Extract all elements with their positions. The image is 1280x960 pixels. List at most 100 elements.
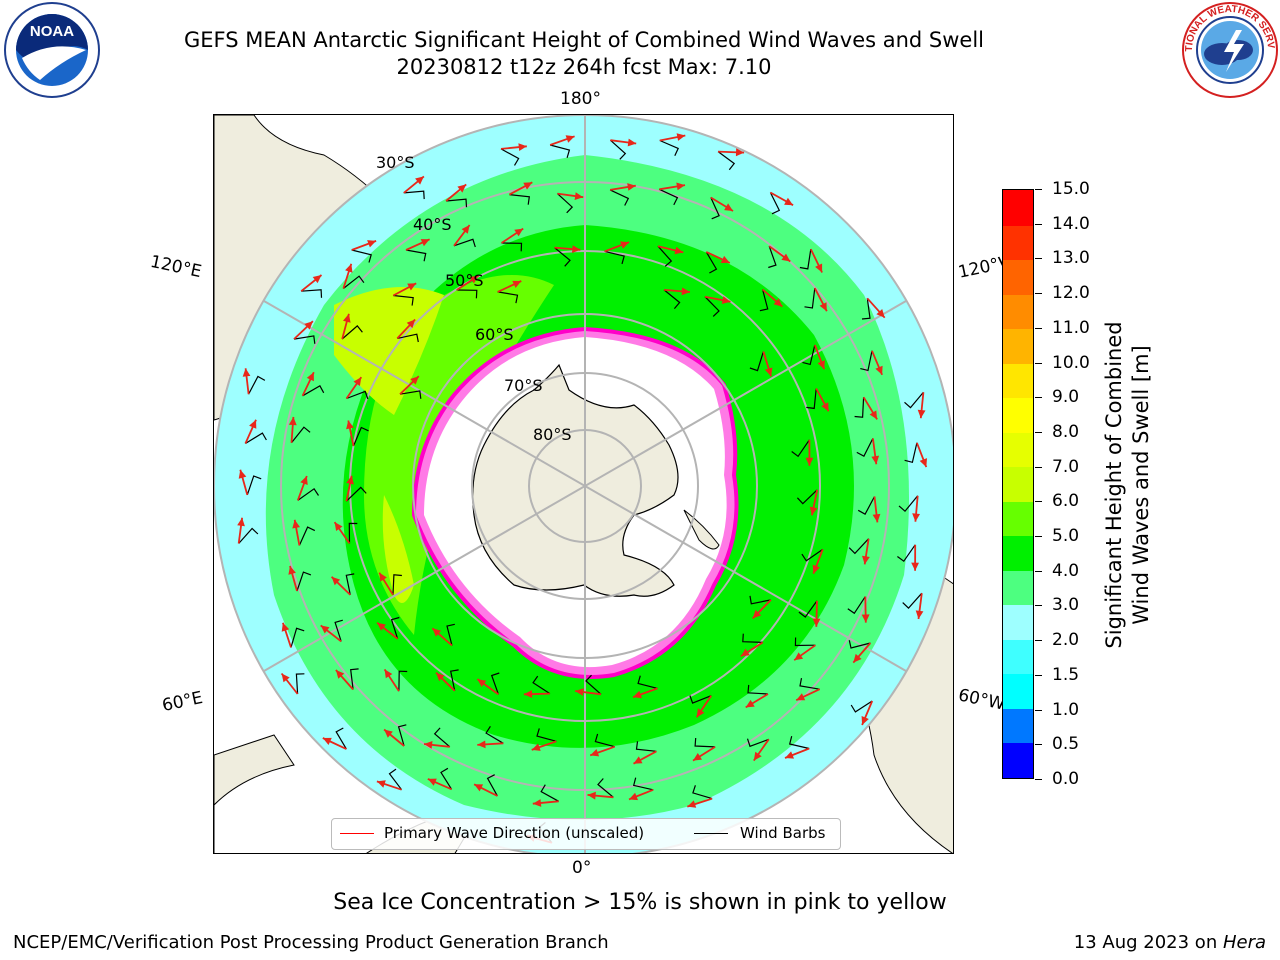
- wind-barb: [248, 375, 266, 395]
- wave-arrow-head: [872, 513, 881, 523]
- colorbar-segment: [1003, 259, 1033, 295]
- lat-label-30s: 30°S: [376, 153, 415, 172]
- wave-arrow-head: [794, 652, 804, 661]
- wind-barb: [856, 438, 874, 458]
- colorbar-tick: [1035, 605, 1042, 607]
- wave-arrow-head: [343, 313, 351, 323]
- colorbar-tick-label: 10.0: [1052, 352, 1090, 373]
- wave-arrow-head: [720, 255, 730, 263]
- wave-arrow-head: [367, 240, 377, 248]
- wind-barb: [509, 194, 530, 205]
- colorbar-tick: [1035, 189, 1042, 190]
- colorbar-tick: [1035, 223, 1042, 225]
- wave-arrow-head: [574, 192, 584, 200]
- lat-label-80s: 80°S: [533, 425, 572, 444]
- wave-arrow-head: [477, 679, 487, 687]
- wave-arrow-head: [781, 253, 791, 262]
- wave-arrow-head: [575, 688, 584, 696]
- wave-arrow-head: [633, 690, 642, 699]
- wave-arrow-head: [862, 555, 870, 565]
- wave-arrow-head: [249, 419, 257, 429]
- wind-barb: [749, 595, 772, 605]
- lat-label-60s: 60°S: [475, 325, 514, 344]
- wind-barb: [293, 335, 316, 344]
- wind-barb: [742, 633, 763, 643]
- wave-arrow-head: [514, 228, 524, 237]
- colorbar-tick-label: 1.5: [1052, 664, 1080, 685]
- wind-barb: [453, 238, 476, 248]
- polar-map: [214, 115, 953, 853]
- footer-date-text: 13 Aug 2023 on: [1073, 932, 1223, 953]
- wind-barb: [297, 487, 320, 501]
- wind-barb: [490, 672, 500, 695]
- nws-logo: NATIONAL WEATHER SERVICE: [1178, 0, 1278, 98]
- footer-date: 13 Aug 2023 on Hera: [1074, 932, 1266, 953]
- wind-barb: [759, 289, 769, 312]
- colorbar-tick-label: 0.5: [1052, 734, 1080, 755]
- lat-label-70s: 70°S: [504, 376, 543, 395]
- wind-barb: [609, 189, 630, 206]
- colorbar-segment: [1003, 294, 1033, 330]
- colorbar-segment: [1003, 639, 1033, 675]
- wave-arrow-head: [461, 225, 470, 234]
- colorbar-label: Significant Height of Combined Wind Wave…: [1101, 321, 1155, 648]
- wind-barb: [392, 574, 402, 595]
- wave-arrow-head: [773, 298, 783, 307]
- wind-barb: [388, 768, 403, 791]
- wave-arrow-head: [379, 572, 387, 582]
- colorbar-tick-label: 1.0: [1052, 699, 1080, 720]
- wind-barb: [794, 637, 816, 647]
- wind-barb: [446, 623, 455, 646]
- wave-arrow-head: [753, 751, 762, 761]
- wave-arrow-head: [237, 517, 245, 527]
- lat-label-40s: 40°S: [413, 215, 452, 234]
- wind-barb: [350, 668, 359, 690]
- colorbar-tick: [1035, 570, 1042, 572]
- wind-barb: [657, 245, 673, 267]
- wave-arrow-head: [676, 182, 685, 191]
- colorbar-tick: [1035, 709, 1042, 711]
- footer-host: Hera: [1222, 932, 1266, 953]
- wind-barb: [246, 475, 262, 496]
- wave-arrow-head: [572, 245, 581, 253]
- wave-arrow-head: [376, 780, 386, 788]
- wind-barb: [351, 249, 372, 263]
- wind-barb: [769, 192, 781, 215]
- wind-barb: [768, 245, 777, 269]
- wind-barb: [610, 139, 627, 160]
- wave-arrow-head: [407, 283, 417, 291]
- wind-barb: [637, 675, 658, 689]
- wave-arrow-head: [853, 653, 862, 663]
- wave-arrow-head: [304, 321, 313, 330]
- sea-ice-caption: Sea Ice Concentration > 15% is shown in …: [333, 890, 947, 915]
- wave-arrow-head: [740, 648, 750, 657]
- wave-arrow-head: [523, 182, 533, 190]
- wind-barbs-legend-line: [694, 833, 728, 834]
- wave-arrow-head: [871, 455, 880, 465]
- wind-barb: [746, 738, 770, 748]
- colorbar-tick-label: 13.0: [1052, 248, 1090, 269]
- primary-wave-legend-line: [340, 833, 374, 834]
- wave-arrow-head: [288, 416, 297, 426]
- chart-title: GEFS MEAN Antarctic Significant Height o…: [183, 28, 985, 52]
- wind-barb: [597, 778, 614, 798]
- primary-wave-legend-label: Primary Wave Direction (unscaled): [384, 824, 645, 842]
- wave-arrow-head: [281, 622, 290, 632]
- wind-barb: [749, 351, 764, 372]
- wave-arrow-head: [745, 699, 755, 708]
- wave-arrow-head: [427, 778, 437, 786]
- wave-arrow-head: [512, 280, 522, 288]
- wave-arrow-head: [633, 756, 643, 764]
- colorbar-segment: [1003, 397, 1033, 433]
- lat-label-50s: 50°S: [445, 271, 484, 290]
- wave-arrow-head: [620, 241, 630, 249]
- wave-arrow-head: [817, 360, 825, 370]
- wave-arrow-head: [869, 410, 878, 420]
- wave-arrow-head: [735, 148, 745, 157]
- wind-barb: [485, 725, 504, 744]
- wind-barb: [857, 496, 876, 516]
- wind-barb: [341, 325, 363, 340]
- colorbar-segment: [1003, 466, 1033, 502]
- colorbar-segment: [1003, 742, 1033, 778]
- wind-barb: [791, 439, 810, 458]
